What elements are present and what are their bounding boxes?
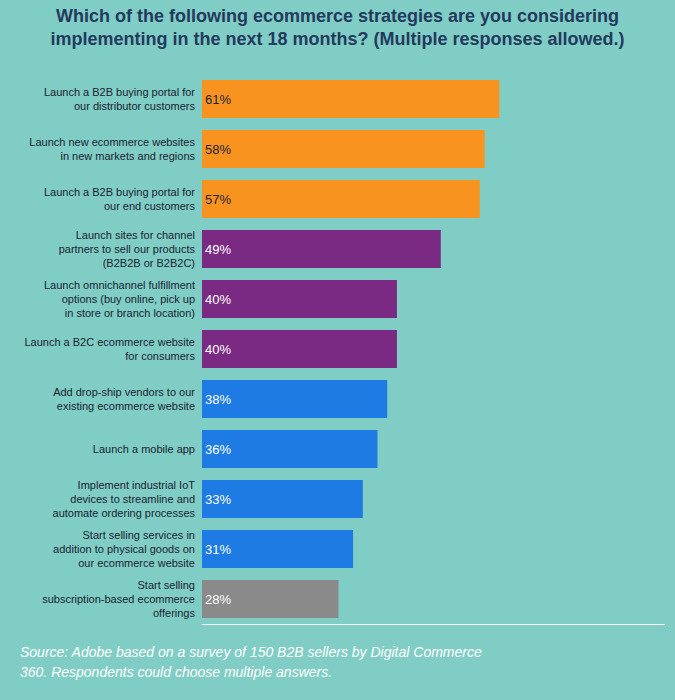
svg-text:Start selling services inaddit: Start selling services inaddition to phy… xyxy=(53,529,195,570)
svg-text:61%: 61% xyxy=(205,92,231,107)
svg-text:Launch a B2B buying portal for: Launch a B2B buying portal forour end cu… xyxy=(44,186,196,212)
svg-text:Implement industrial IoTdevice: Implement industrial IoTdevices to strea… xyxy=(53,479,196,520)
svg-text:28%: 28% xyxy=(205,592,231,607)
svg-text:40%: 40% xyxy=(205,292,231,307)
svg-text:40%: 40% xyxy=(205,342,231,357)
svg-text:Add drop-ship vendors to ourex: Add drop-ship vendors to ourexisting eco… xyxy=(53,386,195,412)
svg-text:33%: 33% xyxy=(205,492,231,507)
svg-text:38%: 38% xyxy=(205,392,231,407)
svg-text:31%: 31% xyxy=(205,542,231,557)
svg-text:Launch omnichannel fulfillment: Launch omnichannel fulfillmentoptions (b… xyxy=(44,279,195,320)
svg-text:Launch a B2B buying portal for: Launch a B2B buying portal forour distri… xyxy=(44,86,196,112)
svg-text:Launch a mobile app: Launch a mobile app xyxy=(93,443,195,455)
svg-text:Launch a B2C ecommerce website: Launch a B2C ecommerce websitefor consum… xyxy=(24,336,195,362)
svg-text:Launch sites for channelpartne: Launch sites for channelpartners to sell… xyxy=(59,229,196,270)
svg-text:49%: 49% xyxy=(205,242,231,257)
html-text:Source: Adobe based on a surve: Source: Adobe based on a survey of 150 B… xyxy=(20,644,482,680)
svg-text:Launch new ecommerce websitesi: Launch new ecommerce websitesin new mark… xyxy=(29,136,195,162)
svg-text:Which of the following ecommer: Which of the following ecommerce strateg… xyxy=(50,6,624,49)
svg-text:36%: 36% xyxy=(205,442,231,457)
svg-text:58%: 58% xyxy=(205,142,231,157)
svg-text:Start sellingsubscription-base: Start sellingsubscription-based ecommerc… xyxy=(42,579,195,620)
svg-text:57%: 57% xyxy=(205,192,231,207)
